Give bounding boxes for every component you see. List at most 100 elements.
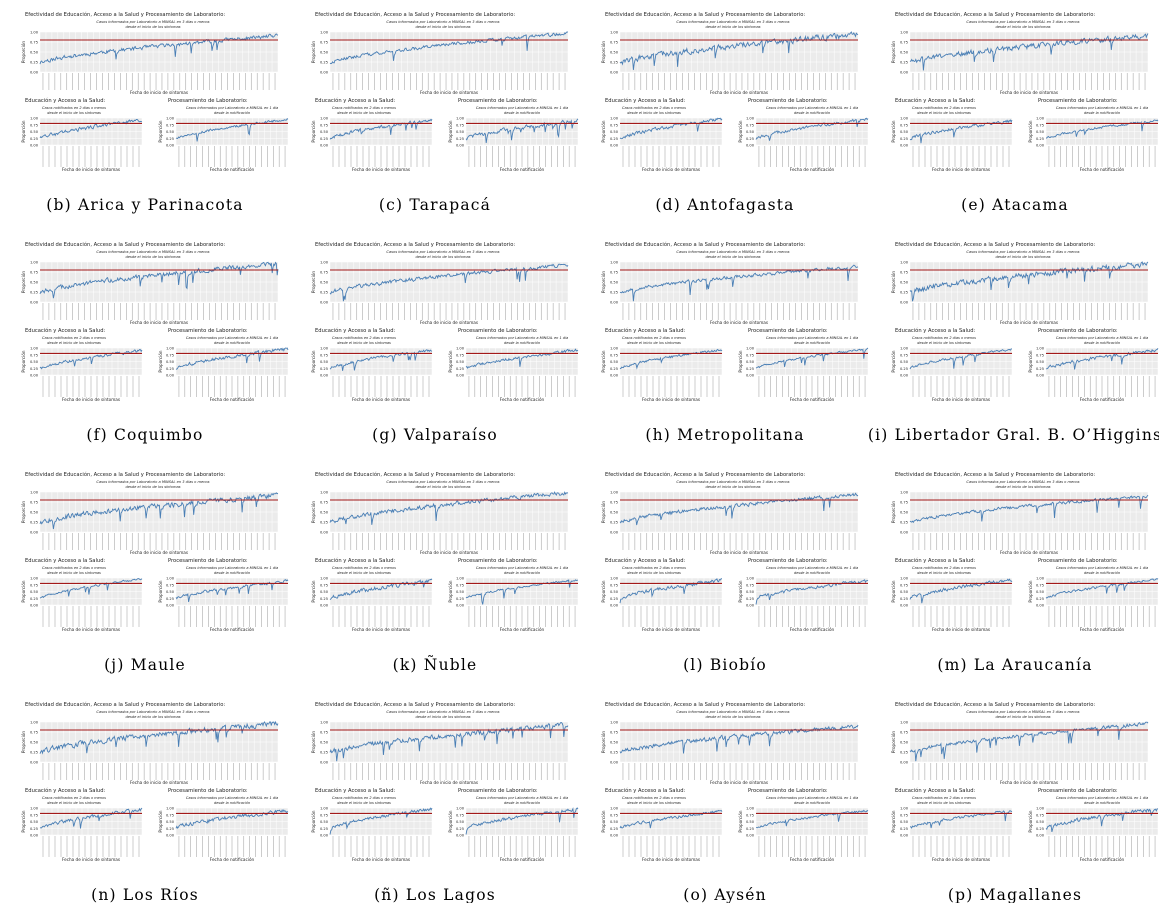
right-chart-subtitle: Casos informados por Laboratorio a MINSA… xyxy=(766,336,858,340)
y-tick-label: 0.75 xyxy=(900,731,908,735)
y-axis-label: Proporción xyxy=(21,120,26,143)
series-line xyxy=(39,720,279,755)
y-tick-label: 0.50 xyxy=(30,281,39,285)
panel-caption: (e) Atacama xyxy=(961,196,1069,214)
top-chart-subtitle: Casos informados por Laboratorio a MINSA… xyxy=(386,20,499,24)
right-chart-title: Procesamiento de Laboratorio: xyxy=(1038,98,1118,104)
plot-area xyxy=(909,347,1013,376)
y-tick-label: 0.25 xyxy=(30,827,38,831)
panel-f: Efectividad de Educación, Acceso a la Sa… xyxy=(21,241,289,444)
y-tick-label: 0.50 xyxy=(900,360,909,364)
x-axis-label: Fecha de inicio de síntomas xyxy=(642,857,700,862)
series-line xyxy=(619,809,723,829)
left-chart-subtitle: Casos notificados en 2 días o menos xyxy=(622,796,686,800)
y-tick-label: 0.25 xyxy=(900,521,908,525)
x-axis-label: Fecha de notificación xyxy=(210,167,255,172)
y-tick-label: 0.75 xyxy=(30,583,38,587)
plot-area xyxy=(1045,577,1159,606)
y-tick-label: 0.00 xyxy=(746,834,755,838)
y-tick-label: 0.50 xyxy=(30,590,39,594)
y-tick-label: 1.00 xyxy=(320,577,329,581)
right-chart-subtitle: Casos informados por Laboratorio a MINSA… xyxy=(186,566,278,570)
top-chart-title: Efectividad de Educación, Acceso a la Sa… xyxy=(605,241,805,248)
y-tick-label: 0.50 xyxy=(320,51,329,55)
y-tick-label: 0.50 xyxy=(900,741,909,745)
panel-caption: (ñ) Los Lagos xyxy=(374,886,496,903)
y-tick-label: 1.00 xyxy=(900,807,909,811)
y-tick-label: 1.00 xyxy=(610,31,619,35)
y-tick-label: 0.25 xyxy=(320,367,328,371)
panel-c: Efectividad de Educación, Acceso a la Sa… xyxy=(311,11,579,214)
y-tick-label: 0.75 xyxy=(320,501,328,505)
x-axis-label: Fecha de inicio de síntomas xyxy=(710,550,768,555)
right-chart-title: Procesamiento de Laboratorio: xyxy=(168,328,248,334)
y-tick-label: 0.00 xyxy=(30,604,39,608)
y-tick-label: 0.25 xyxy=(30,137,38,141)
y-axis-label: Proporción xyxy=(601,580,606,603)
y-tick-label: 1.00 xyxy=(610,807,619,811)
y-tick-label: 1.00 xyxy=(610,577,619,581)
top-chart-title: Efectividad de Educación, Acceso a la Sa… xyxy=(315,701,515,708)
plot-area xyxy=(329,117,433,146)
panel-caption: (o) Aysén xyxy=(683,886,767,903)
right-chart-subtitle: desde la notificación xyxy=(214,571,250,575)
y-tick-label: 0.00 xyxy=(610,761,619,765)
y-tick-label: 0.75 xyxy=(456,583,464,587)
plot-area xyxy=(755,577,869,606)
y-tick-label: 0.25 xyxy=(610,827,618,831)
series-line xyxy=(329,349,433,371)
y-tick-label: 0.00 xyxy=(166,834,175,838)
x-axis-label: Fecha de inicio de síntomas xyxy=(352,397,410,402)
plot-area xyxy=(39,31,279,73)
y-tick-label: 0.50 xyxy=(1036,590,1045,594)
y-tick-label: 0.75 xyxy=(320,271,328,275)
y-tick-label: 0.50 xyxy=(456,360,465,364)
y-tick-label: 0.25 xyxy=(30,521,38,525)
y-axis-label: Proporción xyxy=(891,731,896,754)
y-tick-label: 0.00 xyxy=(1036,374,1045,378)
left-chart-title: Educación y Acceso a la Salud: xyxy=(25,97,105,104)
top-chart-subtitle: desde el inicio de los síntomas xyxy=(995,255,1050,259)
panel-caption: (l) Biobío xyxy=(683,656,767,674)
series-line xyxy=(39,118,143,139)
panel-n: Efectividad de Educación, Acceso a la Sa… xyxy=(21,701,289,903)
y-tick-label: 0.25 xyxy=(900,61,908,65)
left-chart-subtitle: Casos notificados en 2 días o menos xyxy=(332,336,396,340)
y-tick-label: 0.75 xyxy=(746,583,754,587)
y-tick-label: 0.25 xyxy=(610,137,618,141)
x-axis-label: Fecha de inicio de síntomas xyxy=(62,167,120,172)
y-tick-label: 0.50 xyxy=(746,360,755,364)
panel-caption: (n) Los Ríos xyxy=(91,886,199,903)
x-axis-label: Fecha de inicio de síntomas xyxy=(130,320,188,325)
y-tick-label: 1.00 xyxy=(610,721,619,725)
y-tick-label: 0.00 xyxy=(30,761,39,765)
x-axis-label: Fecha de inicio de síntomas xyxy=(642,167,700,172)
y-tick-label: 0.00 xyxy=(610,71,619,75)
y-tick-label: 1.00 xyxy=(456,807,465,811)
series-line xyxy=(909,494,1149,524)
plot-area xyxy=(329,577,433,606)
y-axis-label: Proporción xyxy=(311,810,316,833)
top-chart-title: Efectividad de Educación, Acceso a la Sa… xyxy=(25,241,225,248)
y-tick-label: 0.50 xyxy=(1036,820,1045,824)
right-chart-subtitle: Casos informados por Laboratorio a MINSA… xyxy=(476,796,568,800)
top-chart-title: Efectividad de Educación, Acceso a la Sa… xyxy=(895,241,1095,248)
y-tick-label: 0.25 xyxy=(320,137,328,141)
y-axis-label: Proporción xyxy=(448,580,453,603)
y-tick-label: 0.25 xyxy=(900,751,908,755)
right-chart-subtitle: desde la notificación xyxy=(504,801,540,805)
left-chart-title: Educación y Acceso a la Salud: xyxy=(895,787,975,794)
top-chart-subtitle: desde el inicio de los síntomas xyxy=(125,485,180,489)
right-chart-subtitle: Casos informados por Laboratorio a MINSA… xyxy=(476,336,568,340)
plot-area xyxy=(619,577,723,606)
y-tick-label: 0.50 xyxy=(30,130,39,134)
right-chart-subtitle: desde la notificación xyxy=(1084,111,1120,115)
y-tick-label: 0.75 xyxy=(320,41,328,45)
y-axis-label: Proporción xyxy=(1028,810,1033,833)
y-tick-label: 0.25 xyxy=(746,367,754,371)
top-chart-subtitle: desde el inicio de los síntomas xyxy=(125,715,180,719)
y-tick-label: 0.00 xyxy=(30,834,39,838)
y-tick-label: 0.25 xyxy=(746,137,754,141)
y-tick-label: 0.25 xyxy=(610,521,618,525)
plot-area xyxy=(175,347,289,376)
